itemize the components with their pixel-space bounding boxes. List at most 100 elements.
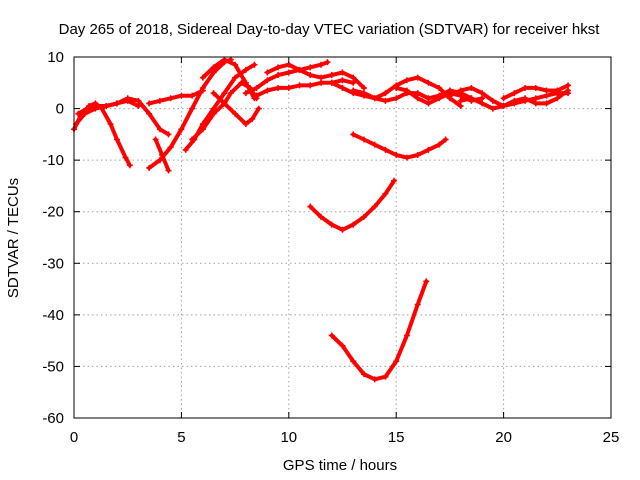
data-point [360,213,367,220]
data-point [339,77,346,84]
data-point [242,121,249,128]
y-tick-label: -20 [42,204,64,221]
data-point [442,136,449,143]
x-tick-label: 15 [388,429,405,446]
data-point [532,95,539,102]
data-point [307,72,314,79]
data-point [107,121,114,128]
data-point [554,87,561,94]
data-point [307,203,314,210]
data-point [221,90,228,97]
data-point [182,146,189,153]
data-point [468,95,475,102]
data-point [360,371,367,378]
data-point [403,77,410,84]
data-point [264,69,271,76]
data-point [242,66,249,73]
data-point [255,105,262,112]
data-point [489,97,496,104]
data-point [350,79,357,86]
data-point [227,90,234,97]
data-point [210,90,217,97]
data-point [275,72,282,79]
data-point [446,92,453,99]
chart-title: Day 265 of 2018, Sidereal Day-to-day VTE… [59,21,601,38]
data-point [436,95,443,102]
series-line-arc-21 [308,178,397,232]
data-point [210,110,217,117]
data-point [328,79,335,86]
data-point [500,95,507,102]
data-point [532,84,539,91]
data-point [382,146,389,153]
data-point [285,84,292,91]
data-point [275,84,282,91]
data-point [414,301,421,308]
data-point [457,87,464,94]
y-tick-label: -60 [42,410,64,427]
data-point [382,90,389,97]
data-point [135,97,142,104]
data-point [371,141,378,148]
data-point [152,136,159,143]
data-point [328,72,335,79]
series-line-arc-13 [254,78,356,98]
data-point [500,102,507,109]
data-point [75,110,82,117]
data-point [165,131,172,138]
y-tick-label: -50 [42,358,64,375]
data-point [146,100,153,107]
data-point [189,105,196,112]
plot-frame [73,56,612,419]
data-point [414,151,421,158]
series-line-arc-10 [211,91,261,126]
data-point [296,66,303,73]
data-point [393,151,400,158]
data-point [156,157,163,164]
data-point [350,221,357,228]
data-point [543,92,550,99]
data-point [479,100,486,107]
data-point [414,90,421,97]
data-point [199,126,206,133]
data-point [423,278,430,285]
data-point [253,92,260,99]
data-point [210,69,217,76]
data-point [403,87,410,94]
data-point [178,92,185,99]
x-tick-label: 20 [495,429,512,446]
x-tick-label: 10 [280,429,297,446]
data-point [167,95,174,102]
data-point [382,373,389,380]
data-point [543,87,550,94]
data-point [124,97,131,104]
grid [74,57,611,418]
data-point [425,79,432,86]
data-point [249,115,256,122]
data-point [318,79,325,86]
data-point [436,84,443,91]
series-line-arc-9 [200,57,257,101]
data-point [307,64,314,71]
data-point [242,79,249,86]
data-point [457,97,464,104]
data-point [393,358,400,365]
data-point [403,154,410,161]
data-point [113,100,120,107]
data-point [232,110,239,117]
data-point [146,164,153,171]
data-point [296,82,303,89]
data-point [83,105,90,112]
data-point [328,332,335,339]
data-point [156,126,163,133]
data-point [360,84,367,91]
data-point [457,102,464,109]
series-line-arc-22 [329,279,429,382]
data-point [135,102,142,109]
data-point [543,100,550,107]
data-point [489,105,496,112]
data-point [436,141,443,148]
data-point [425,95,432,102]
data-point [350,74,357,81]
